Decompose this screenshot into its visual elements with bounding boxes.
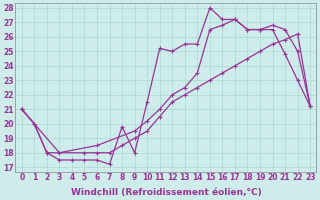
X-axis label: Windchill (Refroidissement éolien,°C): Windchill (Refroidissement éolien,°C)	[71, 188, 261, 197]
